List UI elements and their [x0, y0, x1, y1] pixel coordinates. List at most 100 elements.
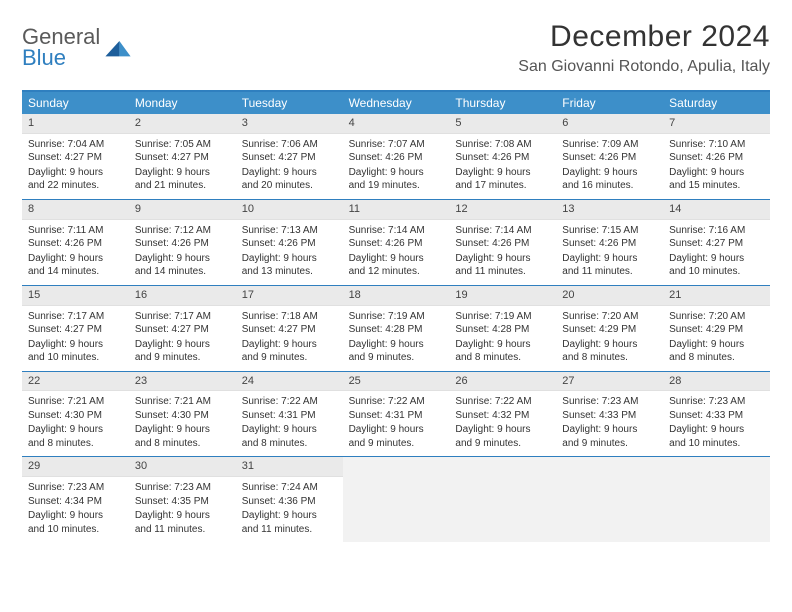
- sunrise-text: Sunrise: 7:06 AM: [242, 138, 337, 152]
- day-number: 22: [22, 372, 129, 392]
- daylight-text-1: Daylight: 9 hours: [562, 338, 657, 352]
- daylight-text-2: and 20 minutes.: [242, 179, 337, 193]
- day-body: Sunrise: 7:06 AMSunset: 4:27 PMDaylight:…: [236, 134, 343, 199]
- daylight-text-1: Daylight: 9 hours: [135, 423, 230, 437]
- sunset-text: Sunset: 4:27 PM: [135, 151, 230, 165]
- day-body: Sunrise: 7:10 AMSunset: 4:26 PMDaylight:…: [663, 134, 770, 199]
- day-body: Sunrise: 7:05 AMSunset: 4:27 PMDaylight:…: [129, 134, 236, 199]
- daylight-text-2: and 12 minutes.: [349, 265, 444, 279]
- day-body: Sunrise: 7:22 AMSunset: 4:31 PMDaylight:…: [343, 391, 450, 456]
- day-cell: 3Sunrise: 7:06 AMSunset: 4:27 PMDaylight…: [236, 114, 343, 199]
- weekday-label: Thursday: [449, 92, 556, 114]
- day-body: Sunrise: 7:13 AMSunset: 4:26 PMDaylight:…: [236, 220, 343, 285]
- sunrise-text: Sunrise: 7:23 AM: [135, 481, 230, 495]
- weekday-label: Sunday: [22, 92, 129, 114]
- week-row: 15Sunrise: 7:17 AMSunset: 4:27 PMDayligh…: [22, 285, 770, 371]
- day-number: 1: [22, 114, 129, 134]
- day-body: Sunrise: 7:17 AMSunset: 4:27 PMDaylight:…: [22, 306, 129, 371]
- day-number: 9: [129, 200, 236, 220]
- day-body: Sunrise: 7:24 AMSunset: 4:36 PMDaylight:…: [236, 477, 343, 542]
- daylight-text-1: Daylight: 9 hours: [349, 166, 444, 180]
- day-number: 28: [663, 372, 770, 392]
- sunrise-text: Sunrise: 7:16 AM: [669, 224, 764, 238]
- day-number: 23: [129, 372, 236, 392]
- daylight-text-2: and 22 minutes.: [28, 179, 123, 193]
- day-number: 19: [449, 286, 556, 306]
- day-body: Sunrise: 7:09 AMSunset: 4:26 PMDaylight:…: [556, 134, 663, 199]
- day-body: Sunrise: 7:18 AMSunset: 4:27 PMDaylight:…: [236, 306, 343, 371]
- sunset-text: Sunset: 4:26 PM: [242, 237, 337, 251]
- daylight-text-2: and 14 minutes.: [28, 265, 123, 279]
- sunset-text: Sunset: 4:27 PM: [669, 237, 764, 251]
- day-body: Sunrise: 7:23 AMSunset: 4:33 PMDaylight:…: [556, 391, 663, 456]
- day-cell: [343, 457, 450, 542]
- daylight-text-2: and 13 minutes.: [242, 265, 337, 279]
- daylight-text-2: and 9 minutes.: [349, 351, 444, 365]
- weekday-label: Tuesday: [236, 92, 343, 114]
- weekday-label: Wednesday: [343, 92, 450, 114]
- weekday-label: Saturday: [663, 92, 770, 114]
- sunset-text: Sunset: 4:27 PM: [28, 151, 123, 165]
- day-cell: 11Sunrise: 7:14 AMSunset: 4:26 PMDayligh…: [343, 200, 450, 285]
- day-number: 27: [556, 372, 663, 392]
- day-number: 15: [22, 286, 129, 306]
- day-body: Sunrise: 7:22 AMSunset: 4:32 PMDaylight:…: [449, 391, 556, 456]
- day-number: 7: [663, 114, 770, 134]
- day-cell: 12Sunrise: 7:14 AMSunset: 4:26 PMDayligh…: [449, 200, 556, 285]
- day-number: 25: [343, 372, 450, 392]
- sunset-text: Sunset: 4:26 PM: [455, 237, 550, 251]
- daylight-text-2: and 8 minutes.: [135, 437, 230, 451]
- daylight-text-1: Daylight: 9 hours: [562, 423, 657, 437]
- day-number: 11: [343, 200, 450, 220]
- sunset-text: Sunset: 4:29 PM: [562, 323, 657, 337]
- day-number: 2: [129, 114, 236, 134]
- day-cell: 5Sunrise: 7:08 AMSunset: 4:26 PMDaylight…: [449, 114, 556, 199]
- daylight-text-2: and 8 minutes.: [562, 351, 657, 365]
- day-cell: 27Sunrise: 7:23 AMSunset: 4:33 PMDayligh…: [556, 372, 663, 457]
- day-cell: 13Sunrise: 7:15 AMSunset: 4:26 PMDayligh…: [556, 200, 663, 285]
- day-body: Sunrise: 7:15 AMSunset: 4:26 PMDaylight:…: [556, 220, 663, 285]
- day-cell: 9Sunrise: 7:12 AMSunset: 4:26 PMDaylight…: [129, 200, 236, 285]
- day-cell: 17Sunrise: 7:18 AMSunset: 4:27 PMDayligh…: [236, 286, 343, 371]
- daylight-text-2: and 10 minutes.: [28, 351, 123, 365]
- logo-line2: Blue: [22, 47, 100, 69]
- sunrise-text: Sunrise: 7:23 AM: [669, 395, 764, 409]
- daylight-text-1: Daylight: 9 hours: [455, 338, 550, 352]
- day-cell: [449, 457, 556, 542]
- sunrise-text: Sunrise: 7:10 AM: [669, 138, 764, 152]
- sunrise-text: Sunrise: 7:19 AM: [349, 310, 444, 324]
- day-number: 20: [556, 286, 663, 306]
- daylight-text-2: and 11 minutes.: [455, 265, 550, 279]
- day-cell: 28Sunrise: 7:23 AMSunset: 4:33 PMDayligh…: [663, 372, 770, 457]
- day-body: Sunrise: 7:21 AMSunset: 4:30 PMDaylight:…: [129, 391, 236, 456]
- sunrise-text: Sunrise: 7:09 AM: [562, 138, 657, 152]
- daylight-text-2: and 9 minutes.: [135, 351, 230, 365]
- sunset-text: Sunset: 4:26 PM: [455, 151, 550, 165]
- day-number: 16: [129, 286, 236, 306]
- sunrise-text: Sunrise: 7:22 AM: [242, 395, 337, 409]
- day-body: Sunrise: 7:23 AMSunset: 4:34 PMDaylight:…: [22, 477, 129, 542]
- sunset-text: Sunset: 4:26 PM: [562, 237, 657, 251]
- sunrise-text: Sunrise: 7:23 AM: [28, 481, 123, 495]
- day-number: 30: [129, 457, 236, 477]
- sunrise-text: Sunrise: 7:18 AM: [242, 310, 337, 324]
- week-row: 8Sunrise: 7:11 AMSunset: 4:26 PMDaylight…: [22, 199, 770, 285]
- daylight-text-1: Daylight: 9 hours: [242, 166, 337, 180]
- sunset-text: Sunset: 4:26 PM: [28, 237, 123, 251]
- calendar: SundayMondayTuesdayWednesdayThursdayFrid…: [22, 90, 770, 542]
- sunset-text: Sunset: 4:27 PM: [135, 323, 230, 337]
- daylight-text-1: Daylight: 9 hours: [242, 423, 337, 437]
- day-cell: 10Sunrise: 7:13 AMSunset: 4:26 PMDayligh…: [236, 200, 343, 285]
- day-cell: 15Sunrise: 7:17 AMSunset: 4:27 PMDayligh…: [22, 286, 129, 371]
- sunset-text: Sunset: 4:28 PM: [349, 323, 444, 337]
- daylight-text-1: Daylight: 9 hours: [669, 166, 764, 180]
- day-body: Sunrise: 7:08 AMSunset: 4:26 PMDaylight:…: [449, 134, 556, 199]
- day-number: 29: [22, 457, 129, 477]
- day-body: Sunrise: 7:07 AMSunset: 4:26 PMDaylight:…: [343, 134, 450, 199]
- sunrise-text: Sunrise: 7:24 AM: [242, 481, 337, 495]
- daylight-text-2: and 8 minutes.: [455, 351, 550, 365]
- sunset-text: Sunset: 4:26 PM: [349, 237, 444, 251]
- day-cell: 30Sunrise: 7:23 AMSunset: 4:35 PMDayligh…: [129, 457, 236, 542]
- sunset-text: Sunset: 4:30 PM: [28, 409, 123, 423]
- day-body: Sunrise: 7:23 AMSunset: 4:33 PMDaylight:…: [663, 391, 770, 456]
